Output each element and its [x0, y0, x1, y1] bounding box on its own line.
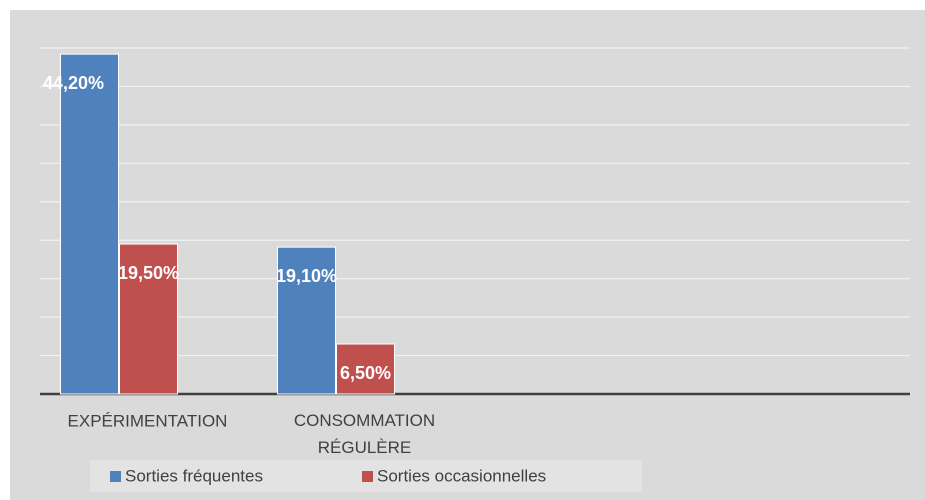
data-label: 19,10%: [276, 266, 337, 286]
bar: [336, 343, 395, 395]
x-tick-label-line: RÉGULÈRE: [318, 438, 412, 457]
legend-label: Sorties occasionnelles: [377, 466, 546, 485]
x-tick-label: EXPÉRIMENTATION: [68, 411, 228, 430]
data-label: 44,20%: [43, 73, 104, 93]
legend-label: Sorties fréquentes: [125, 466, 263, 485]
x-tick-label: CONSOMMATION RÉGULÈRE: [294, 411, 435, 457]
legend-swatch: [110, 471, 121, 482]
x-tick-label-line: CONSOMMATION: [294, 411, 435, 430]
data-label: 19,50%: [118, 263, 179, 283]
bar: [60, 53, 119, 395]
data-label: 6,50%: [340, 363, 391, 383]
bar: [277, 246, 336, 395]
legend-swatch: [362, 471, 373, 482]
bar: [119, 243, 178, 395]
